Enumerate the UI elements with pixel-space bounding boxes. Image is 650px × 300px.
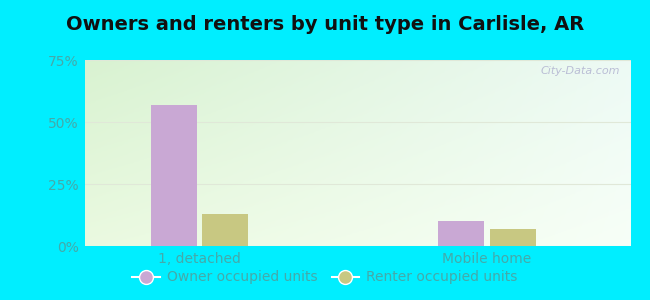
Legend: Owner occupied units, Renter occupied units: Owner occupied units, Renter occupied un…	[127, 265, 523, 290]
Bar	[202, 214, 248, 246]
Text: City-Data.com: City-Data.com	[540, 66, 619, 76]
Bar	[151, 105, 196, 246]
Bar	[438, 221, 484, 246]
Bar	[489, 229, 536, 246]
Text: Owners and renters by unit type in Carlisle, AR: Owners and renters by unit type in Carli…	[66, 15, 584, 34]
